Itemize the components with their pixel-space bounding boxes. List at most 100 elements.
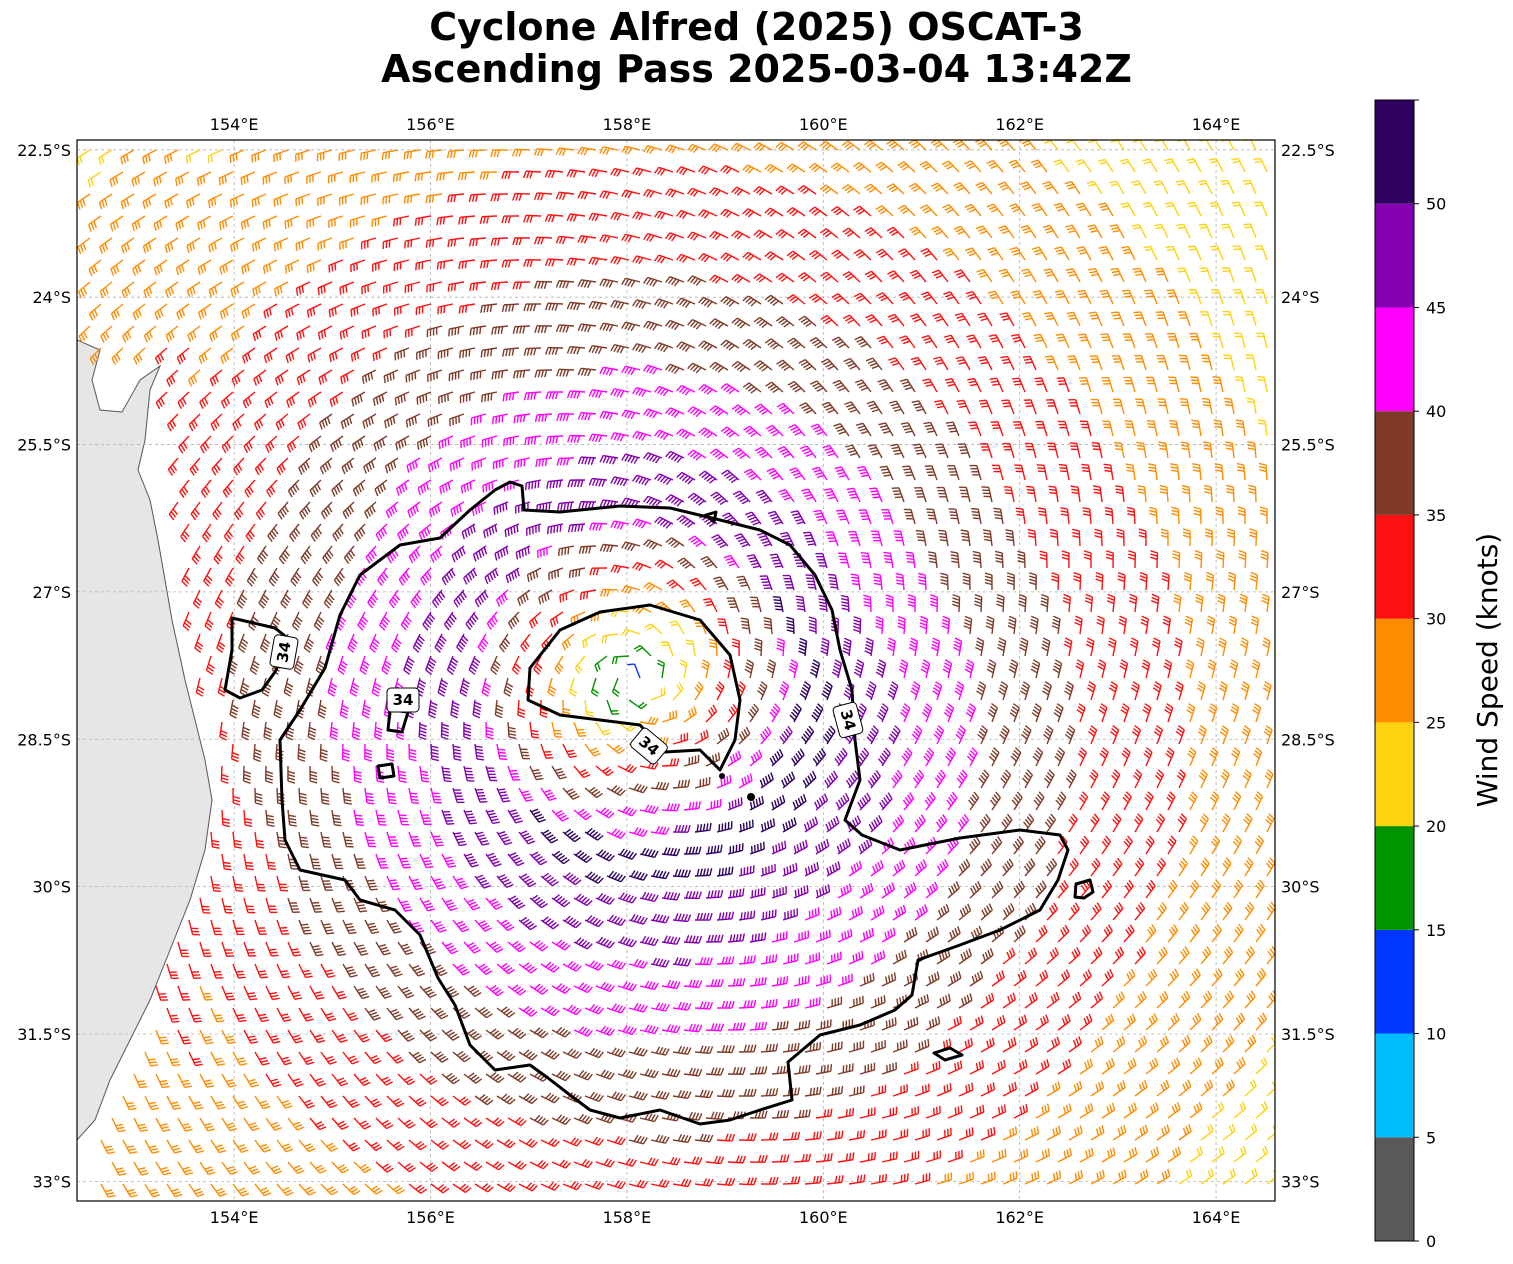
wind-barb <box>698 209 718 219</box>
wind-barb <box>1065 268 1081 283</box>
wind-barb <box>479 171 498 180</box>
wind-barb <box>1031 246 1048 261</box>
wind-barb <box>599 146 619 155</box>
wind-barb <box>317 193 333 206</box>
wind-barb <box>295 193 311 207</box>
lon-tick-label-bottom: 164°E <box>1192 1208 1241 1227</box>
wind-barb <box>512 281 531 290</box>
wind-barb <box>654 166 674 176</box>
wind-barb <box>687 231 707 241</box>
lat-tick-label-left: 24°S <box>32 288 71 307</box>
wind-barb <box>273 193 289 207</box>
lat-tick-label-left: 22.5°S <box>17 141 71 160</box>
wind-barb <box>698 165 718 175</box>
wind-barb <box>218 215 234 231</box>
wind-barb <box>643 276 663 287</box>
wind-barb <box>897 204 916 217</box>
wind-barb <box>830 206 850 217</box>
wind-barb <box>610 255 630 265</box>
colorbar: 0 5 10 15 20 25 30 35 40 45 50 <box>1374 99 1446 1251</box>
wind-barb <box>610 167 630 177</box>
wind-barb <box>909 226 927 239</box>
title-line-2: Ascending Pass 2025-03-04 13:42Z <box>381 47 1132 91</box>
wind-barb <box>577 279 597 289</box>
lat-tick-label-left: 33°S <box>32 1172 71 1191</box>
wind-barb <box>1165 201 1180 217</box>
wind-barb <box>426 281 443 293</box>
wind-barb <box>186 237 201 253</box>
wind-barb <box>709 230 729 241</box>
wind-barb <box>88 215 102 232</box>
colorbar-tick-label: 40 <box>1426 402 1446 421</box>
wind-barb <box>295 149 311 162</box>
wind-barb <box>414 215 432 226</box>
wind-barb <box>886 183 905 195</box>
wind-barb <box>764 251 784 261</box>
wind-barb <box>328 259 344 273</box>
wind-barb <box>1231 201 1246 217</box>
wind-barb <box>512 148 531 157</box>
wind-barb <box>931 269 949 283</box>
wind-barb <box>731 186 751 196</box>
wind-barb <box>852 162 872 173</box>
title-line-1: Cyclone Alfred (2025) OSCAT-3 <box>429 5 1084 49</box>
lon-tick-label-top: 160°E <box>799 115 848 134</box>
wind-barb <box>77 193 91 210</box>
wind-barb <box>469 281 487 292</box>
wind-barb <box>975 181 993 195</box>
lat-tick-label-left: 27°S <box>32 583 71 602</box>
colorbar-tick-label: 45 <box>1426 298 1446 317</box>
wind-barb <box>1087 224 1103 239</box>
wind-barb <box>98 193 113 210</box>
colorbar-bin <box>1375 929 1414 1034</box>
wind-barb <box>1031 202 1048 217</box>
wind-barb <box>501 259 520 268</box>
wind-barb <box>382 237 399 250</box>
wind-barb <box>109 171 124 187</box>
wind-barb <box>252 281 267 297</box>
wind-barb <box>425 237 443 248</box>
contour-label-1: 34 <box>269 634 299 670</box>
wind-barb <box>392 171 410 182</box>
wind-barb <box>1009 203 1026 217</box>
colorbar-tick-label: 35 <box>1426 506 1446 525</box>
wind-barb <box>99 237 113 254</box>
wind-barb <box>153 259 168 276</box>
contour-34kt-dot-2 <box>747 793 755 801</box>
wind-barb <box>1120 202 1136 217</box>
wind-barb <box>109 215 124 232</box>
wind-barbs <box>77 140 1275 1198</box>
wind-barb <box>709 143 729 153</box>
wind-barb <box>599 190 619 200</box>
wind-barb <box>555 279 575 289</box>
wind-barb <box>468 237 487 247</box>
wind-barb <box>142 149 157 165</box>
wind-barb <box>175 215 190 231</box>
wind-barb <box>1142 202 1158 217</box>
wind-barb <box>458 215 476 225</box>
wind-barb <box>241 259 256 275</box>
wind-barb <box>797 228 817 239</box>
wind-barb <box>479 259 498 269</box>
wind-barb <box>1054 246 1070 261</box>
wind-barb <box>566 169 586 178</box>
lat-tick-label-left: 28.5°S <box>17 730 71 749</box>
wind-barb <box>808 206 828 217</box>
wind-barb <box>447 281 465 292</box>
wind-barb <box>764 207 784 217</box>
wind-barb <box>446 149 465 159</box>
lat-tick-label-left: 25.5°S <box>17 436 71 455</box>
wind-barb <box>842 271 861 283</box>
lon-tick-label-top: 154°E <box>210 115 259 134</box>
wind-barb <box>164 193 179 209</box>
wind-barb <box>142 193 157 209</box>
colorbar-tick-label: 15 <box>1426 921 1446 940</box>
wind-barb <box>262 259 278 274</box>
wind-barb <box>1030 159 1048 173</box>
land-area <box>77 339 213 1141</box>
wind-barb <box>153 171 168 187</box>
lat-tick-label-right: 30°S <box>1281 878 1320 897</box>
wind-barb <box>709 274 729 284</box>
wind-barb <box>775 185 795 195</box>
